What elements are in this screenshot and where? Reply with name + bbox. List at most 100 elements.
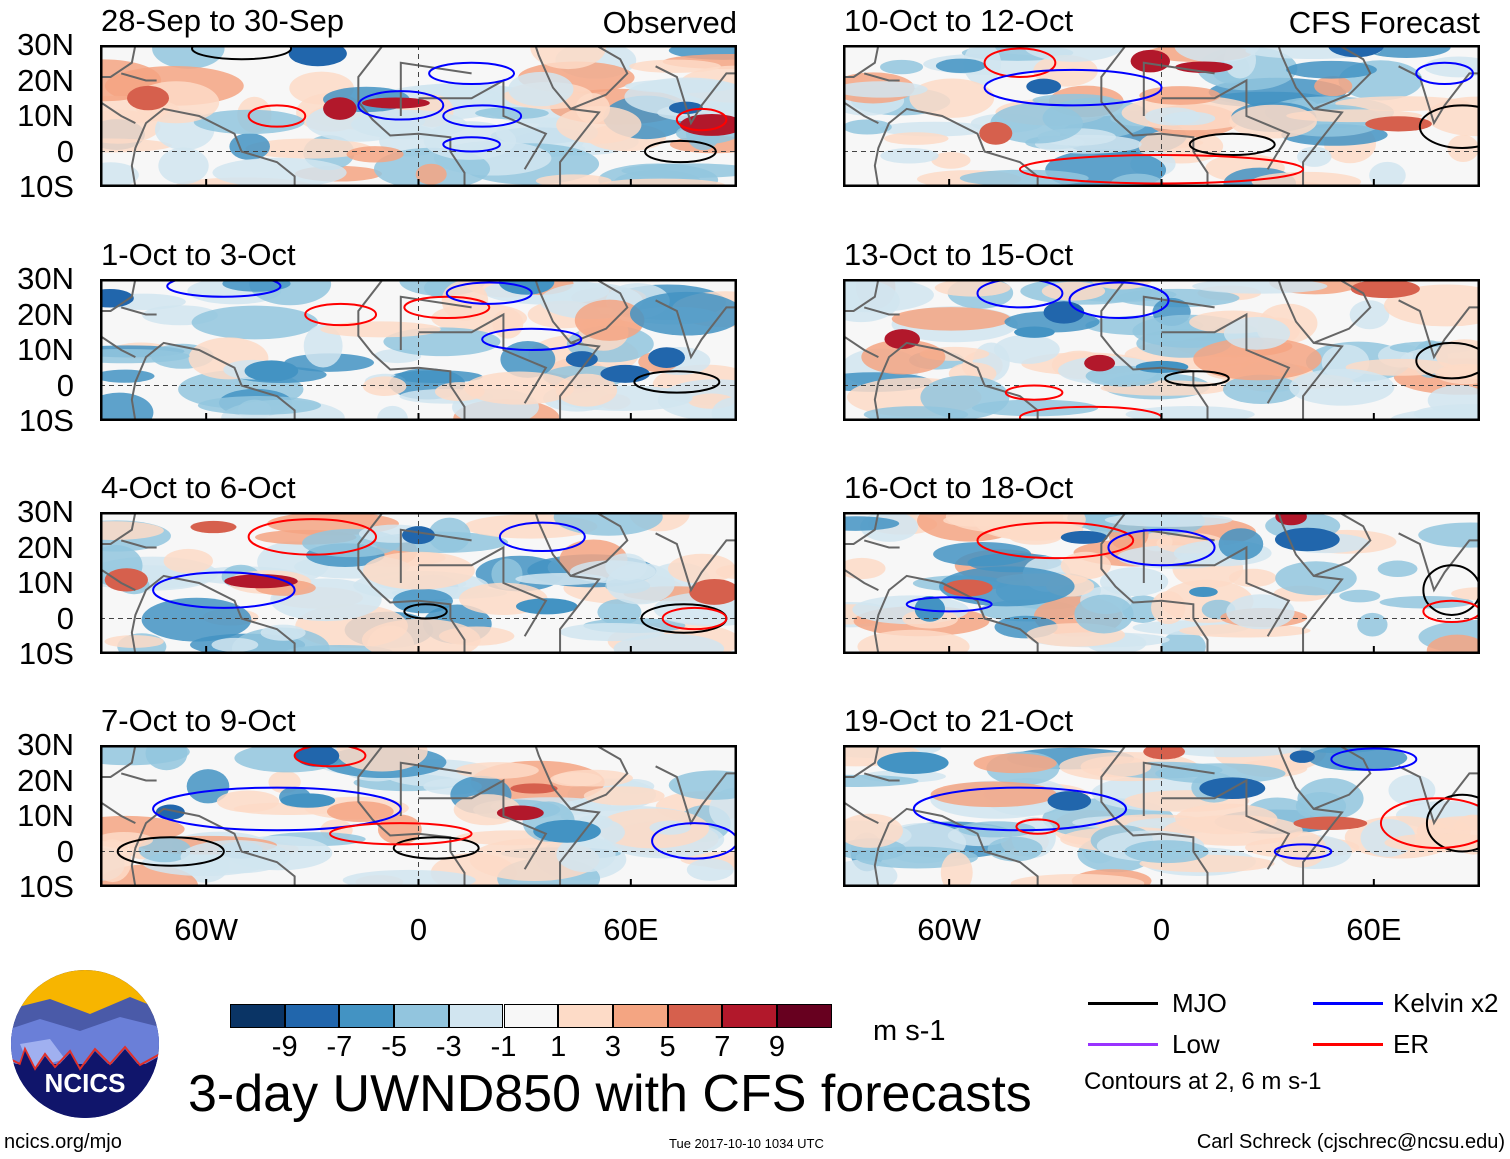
anomaly-shade	[990, 102, 1083, 144]
anomaly-shade	[1223, 316, 1291, 350]
anomaly-shade	[1192, 279, 1328, 294]
legend-mjo-label: MJO	[1172, 988, 1227, 1018]
kelvin-contour	[976, 279, 1064, 309]
y-tick-label: 20N	[17, 762, 74, 798]
anomaly-shade	[843, 557, 886, 580]
coastline	[1398, 299, 1480, 360]
anomaly-shade	[1377, 560, 1418, 578]
anomaly-shade-strong	[943, 579, 993, 597]
anomaly-shade	[475, 107, 549, 120]
anomaly-shade	[455, 762, 539, 779]
anomaly-shade	[415, 163, 447, 185]
coastline	[418, 312, 548, 404]
anomaly-shade	[1218, 528, 1264, 561]
anomaly-shade	[346, 146, 404, 163]
y-tick-label: 0	[56, 600, 74, 636]
anomaly-shade	[574, 299, 645, 341]
anomaly-shade	[1335, 96, 1470, 112]
colorbar-swatch	[722, 1004, 777, 1028]
ncics-logo: NCICS	[11, 970, 159, 1118]
anomaly-shade	[100, 109, 161, 144]
colorbar-swatch	[503, 1004, 559, 1028]
kelvin-contour	[152, 571, 296, 609]
anomaly-shade	[959, 169, 1089, 187]
coastline	[843, 334, 879, 358]
anomaly-shade	[863, 406, 969, 421]
coastline	[418, 778, 548, 870]
anomaly-shade	[686, 858, 734, 881]
y-tick-label: 10N	[17, 798, 74, 833]
anomaly-shade	[1418, 522, 1480, 548]
kelvin-contour	[1415, 61, 1474, 86]
mjo-contour	[1418, 104, 1480, 149]
anomaly-shade	[1080, 756, 1152, 778]
coastline	[570, 45, 629, 110]
anomaly-shade	[100, 745, 190, 766]
anomaly-map	[843, 512, 1480, 654]
anomaly-map	[100, 45, 737, 187]
er-contour	[247, 104, 307, 128]
coastline	[655, 65, 737, 126]
anomaly-shade	[668, 770, 737, 800]
anomaly-shade	[940, 851, 973, 887]
anomaly-shade	[222, 279, 291, 292]
coastline	[130, 574, 296, 654]
panel-title: 10-Oct to 12-Oct	[844, 3, 1074, 38]
anomaly-map	[100, 279, 737, 421]
anomaly-shade	[464, 371, 575, 405]
legend-er-label: ER	[1393, 1029, 1430, 1059]
figure-title: 3-day UWND850 with CFS forecasts	[188, 1065, 1032, 1123]
anomaly-shade-strong	[280, 793, 336, 808]
colorbar-swatch	[339, 1004, 395, 1028]
anomaly-shade-strong	[1026, 78, 1062, 95]
anomaly-shade-strong	[244, 360, 299, 382]
anomaly-shade	[1428, 815, 1480, 831]
colorbar-label: 5	[659, 1031, 676, 1063]
anomaly-shade	[191, 305, 319, 340]
colorbar-label: -9	[271, 1031, 298, 1063]
logo-text: NCICS	[45, 1068, 126, 1098]
colorbar-label: -7	[326, 1031, 353, 1063]
er-contour	[983, 47, 1057, 78]
anomaly-shade	[180, 839, 291, 874]
legend-kelvin-label: Kelvin x2	[1393, 988, 1499, 1018]
anomaly-shade	[1179, 623, 1311, 638]
er-contour	[675, 107, 728, 132]
coastline	[843, 512, 880, 545]
anomaly-shade	[1286, 60, 1377, 79]
anomaly-shade	[535, 174, 612, 187]
anomaly-shade-strong	[565, 351, 598, 368]
coastline	[120, 539, 157, 549]
anomaly-shade	[1275, 561, 1357, 596]
anomaly-shade	[1193, 337, 1322, 381]
y-tick-label: 0	[56, 133, 74, 169]
footer-timestamp: Tue 2017-10-10 1034 UTC	[669, 1136, 824, 1151]
coastline	[843, 100, 879, 124]
y-tick-label: 10S	[18, 403, 74, 438]
anomaly-shade	[1357, 612, 1388, 637]
anomaly-map	[843, 745, 1480, 887]
anomaly-shade	[260, 624, 306, 641]
kelvin-contour	[905, 596, 993, 613]
anomaly-map	[843, 45, 1480, 187]
coastline	[120, 772, 157, 782]
coastline	[863, 306, 900, 316]
y-tick-label: 30N	[17, 494, 74, 529]
kelvin-contour	[442, 104, 523, 128]
anomaly-shade	[508, 71, 574, 107]
anomaly-shade	[1124, 840, 1209, 864]
coastline	[100, 800, 136, 824]
coastline	[570, 745, 629, 810]
anomaly-shade	[930, 781, 1057, 808]
mjo-contour	[116, 836, 225, 867]
kelvin-contour	[983, 68, 1163, 107]
anomaly-shade	[100, 369, 155, 383]
footer-url[interactable]: ncics.org/mjo	[4, 1131, 122, 1153]
anomaly-shade-strong	[1084, 354, 1116, 372]
coastline	[1161, 312, 1291, 404]
anomaly-shade-strong	[1043, 301, 1085, 324]
anomaly-shade-strong	[1060, 530, 1108, 544]
anomaly-shade	[556, 106, 642, 144]
coastline	[863, 72, 900, 82]
mjo-contour	[643, 139, 717, 164]
